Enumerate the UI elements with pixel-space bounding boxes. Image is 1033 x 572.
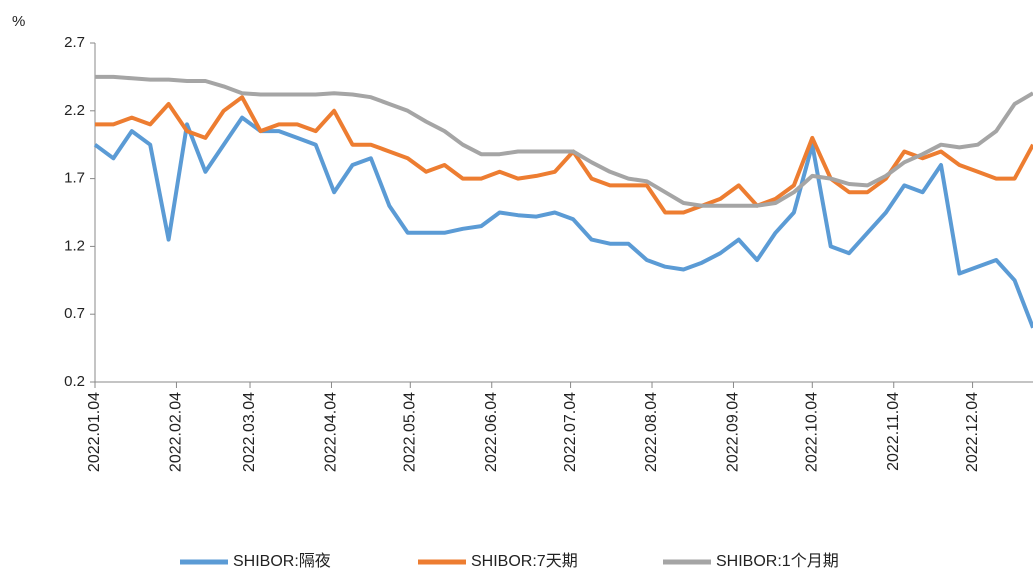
x-tick-label: 2022.10.04 — [804, 392, 821, 472]
y-axis-label: % — [12, 13, 25, 30]
x-tick-label: 2022.12.04 — [964, 392, 981, 472]
legend-label: SHIBOR:7天期 — [471, 552, 578, 570]
x-tick-label: 2022.08.04 — [643, 392, 660, 472]
y-tick-label: 0.2 — [64, 373, 85, 390]
y-tick-label: 2.7 — [64, 34, 85, 51]
x-tick-label: 2022.09.04 — [725, 392, 742, 472]
legend-label: SHIBOR:隔夜 — [233, 552, 331, 570]
x-tick-label: 2022.03.04 — [241, 392, 258, 472]
x-tick-label: 2022.01.04 — [86, 392, 103, 472]
series-line — [95, 74, 1033, 208]
y-tick-label: 1.7 — [64, 170, 85, 187]
x-tick-label: 2022.05.04 — [402, 392, 419, 472]
legend-label: SHIBOR:1个月期 — [716, 552, 839, 570]
x-tick-label: 2022.11.04 — [885, 392, 902, 471]
x-tick-label: 2022.02.04 — [168, 392, 185, 472]
y-tick-label: 2.2 — [64, 102, 85, 119]
series-line — [93, 115, 1033, 329]
x-tick-label: 2022.07.04 — [562, 392, 579, 472]
x-tick-label: 2022.06.04 — [483, 392, 500, 472]
x-tick-label: 2022.04.04 — [323, 392, 340, 472]
y-tick-label: 1.2 — [64, 237, 85, 254]
y-tick-label: 0.7 — [64, 305, 85, 322]
plot-area — [93, 74, 1033, 329]
series-line — [95, 95, 1033, 215]
